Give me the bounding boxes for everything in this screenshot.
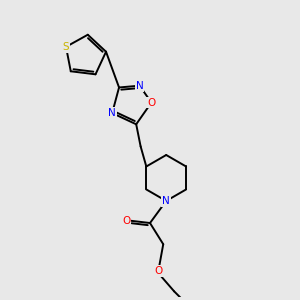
Text: O: O (122, 216, 130, 226)
Text: S: S (63, 42, 69, 52)
Text: N: N (162, 196, 170, 206)
Text: N: N (136, 81, 143, 91)
Text: O: O (155, 266, 163, 276)
Text: N: N (108, 108, 116, 118)
Text: O: O (147, 98, 155, 108)
